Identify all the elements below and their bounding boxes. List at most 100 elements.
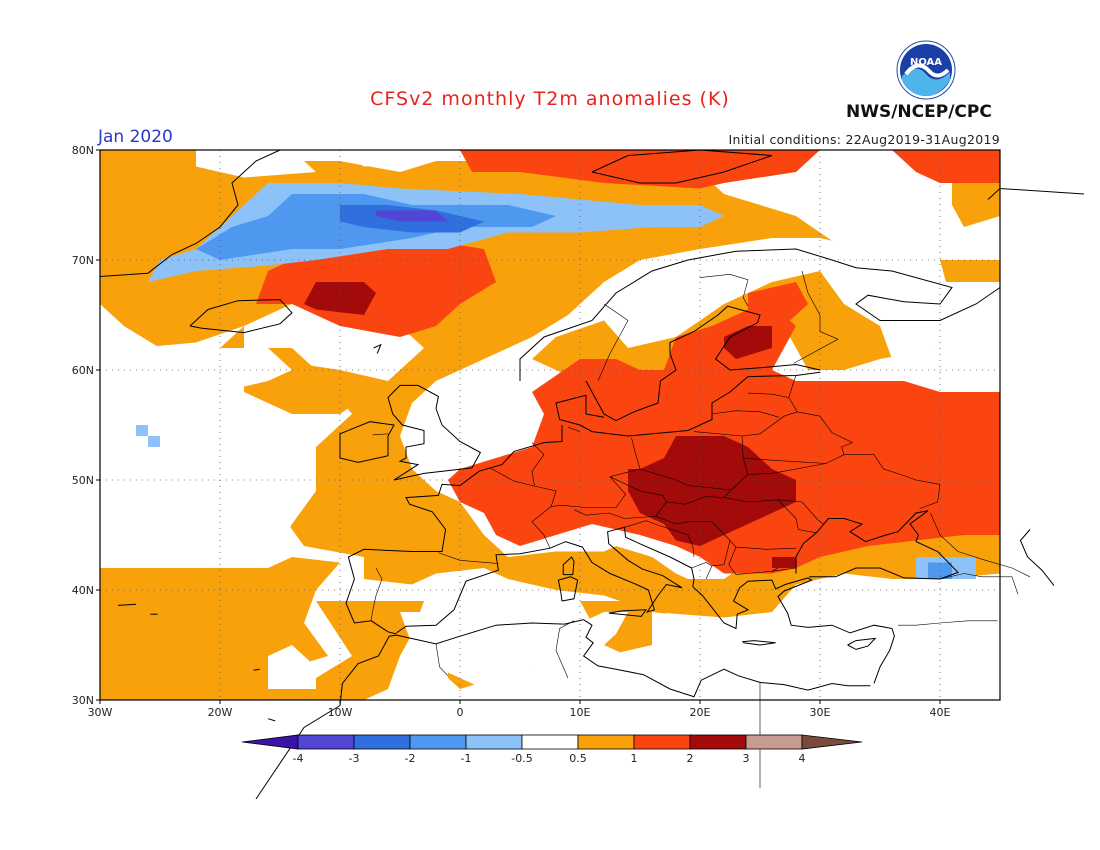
legend-swatch <box>633 734 691 750</box>
svalbard-coast <box>591 149 773 184</box>
anomaly-region <box>196 150 316 178</box>
country-border <box>372 433 389 436</box>
anomaly-region <box>952 183 1000 227</box>
noaa-logo: NOAA <box>896 40 956 100</box>
greenland-coast <box>99 149 281 277</box>
legend-swatch <box>689 734 747 750</box>
anomaly-region <box>376 210 448 222</box>
sardinia-coast <box>557 576 579 602</box>
country-border <box>711 410 780 418</box>
lon-tick-label: 20E <box>690 706 711 719</box>
lat-tick-label: 80N <box>72 144 94 157</box>
legend-label: -2 <box>405 752 416 765</box>
initial-conditions: Initial conditions: 22Aug2019-31Aug2019 <box>728 132 1000 147</box>
country-border <box>639 431 749 491</box>
lon-tick-label: 30E <box>810 706 831 719</box>
legend-label: 3 <box>743 752 750 765</box>
country-border <box>370 567 383 621</box>
legend-swatch <box>353 734 411 750</box>
agency-label: NWS/NCEP/CPC <box>846 102 992 122</box>
anomaly-region <box>100 260 292 304</box>
lat-tick-label: 60N <box>72 364 94 377</box>
anomaly-region <box>316 601 424 700</box>
country-border <box>666 489 732 505</box>
country-border <box>555 620 575 679</box>
country-border <box>597 303 629 382</box>
lat-tick-label: 30N <box>72 694 94 707</box>
country-border <box>939 573 1019 595</box>
faroe-coast <box>373 343 382 354</box>
coastlines <box>99 149 1085 800</box>
anomaly-region <box>148 436 160 447</box>
map-frame <box>99 149 1001 701</box>
sicily-coast <box>608 609 648 617</box>
caspian-coast <box>1019 529 1055 586</box>
country-border <box>728 546 797 575</box>
country-border <box>747 392 789 398</box>
country-border <box>438 552 499 564</box>
svg-text:NOAA: NOAA <box>910 57 942 68</box>
country-border <box>747 463 827 475</box>
country-border <box>567 426 581 432</box>
lon-tick-label: 10E <box>570 706 591 719</box>
britain-coast <box>387 384 482 481</box>
anomaly-region <box>268 645 316 689</box>
country-border <box>930 512 1031 578</box>
country-border <box>771 567 779 572</box>
legend-swatch <box>409 734 467 750</box>
baltic-south-coast <box>555 371 821 437</box>
legend-label: 2 <box>687 752 694 765</box>
atlantic-coast <box>345 425 563 635</box>
lon-tick-label: 30W <box>88 706 113 719</box>
legend-swatch <box>297 734 355 750</box>
color-legend: -4 -3 -2 -1 -0.5 0.5 1 2 3 4 <box>241 734 863 765</box>
country-border <box>489 467 557 549</box>
country-border <box>777 499 824 525</box>
legend-swatch <box>521 734 579 750</box>
anomaly-region <box>772 557 796 568</box>
anomaly-region <box>628 436 796 546</box>
iceland-coast <box>189 299 293 334</box>
lon-tick-label: 20W <box>208 706 233 719</box>
country-border <box>655 516 797 550</box>
legend-label: -1 <box>461 752 472 765</box>
country-border <box>723 497 817 534</box>
lon-tick-label: 10W <box>328 706 353 719</box>
country-border <box>898 620 998 626</box>
graticule <box>100 150 1000 700</box>
legend-label: -0.5 <box>511 752 532 765</box>
ireland-coast <box>339 421 395 463</box>
anomaly-region <box>748 282 808 326</box>
anomaly-region <box>604 584 1000 700</box>
black-sea-coast <box>795 510 959 580</box>
anomaly-region <box>424 689 472 700</box>
legend-label: 1 <box>631 752 638 765</box>
north-africa-coast <box>255 619 871 800</box>
lon-tick-label: 40E <box>930 706 951 719</box>
country-border <box>531 442 545 486</box>
anomaly-cells <box>100 150 1000 700</box>
lat-tick-label: 70N <box>72 254 94 267</box>
cyprus-coast <box>847 637 877 650</box>
country-border <box>624 520 695 558</box>
country-border <box>793 270 839 364</box>
anomaly-region <box>400 612 628 689</box>
anomaly-region <box>136 425 148 436</box>
legend-swatch <box>577 734 635 750</box>
lat-tick-label: 50N <box>72 474 94 487</box>
country-border <box>435 643 449 677</box>
legend-label: -4 <box>293 752 304 765</box>
lat-tick-label: 40N <box>72 584 94 597</box>
lon-tick-label: 0 <box>457 706 464 719</box>
legend-label: -3 <box>349 752 360 765</box>
anomaly-region <box>460 150 820 189</box>
anomaly-region <box>304 282 376 315</box>
legend-arrow-high <box>801 734 863 750</box>
legend-arrow-low <box>241 734 299 750</box>
canaries-coast <box>267 718 276 722</box>
anomaly-region <box>892 150 1000 183</box>
country-border <box>551 438 641 508</box>
novaya-zemlya-coast <box>987 187 1085 200</box>
madeira-coast <box>253 668 260 671</box>
